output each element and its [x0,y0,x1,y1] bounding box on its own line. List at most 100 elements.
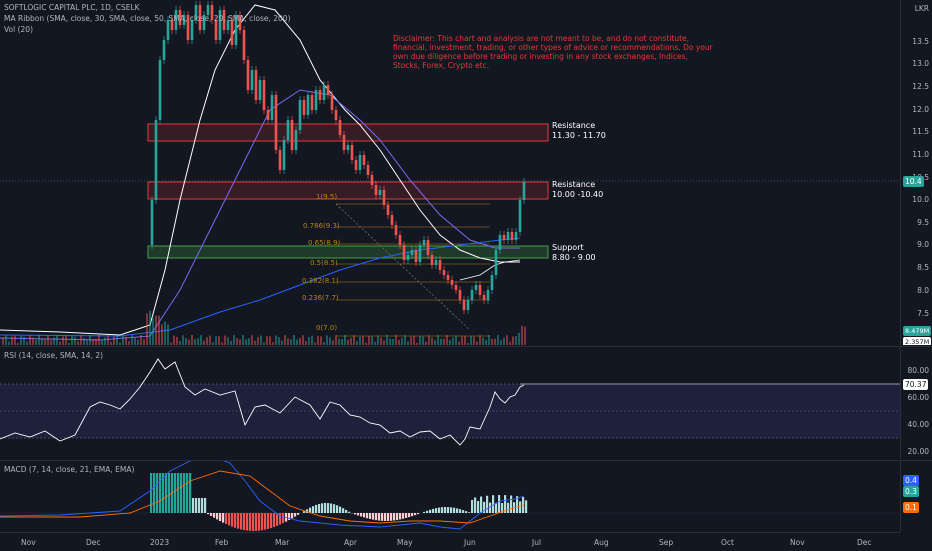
volume-bar [80,335,82,345]
volume-bar [284,335,286,345]
candle-body [311,95,314,110]
volume-bar [185,338,187,345]
volume-bar [17,343,19,345]
volume-bar [323,342,325,345]
support-zone [148,246,548,258]
macd-legend[interactable]: MACD (7, 14, close, 21, EMA, EMA) [4,465,134,474]
macd-bar [519,501,521,513]
volume-bar [158,316,160,345]
volume-bar [497,335,499,345]
candle-body [467,300,470,310]
candle-body [399,235,402,245]
macd-bar [507,503,509,513]
candle-body [287,120,290,140]
volume-bar [374,342,376,345]
macd-bar [201,498,203,513]
candle-body [375,185,378,195]
volume-bar [35,340,37,345]
x-label: Oct [721,538,734,547]
x-label: Feb [215,538,228,547]
rsi-chart[interactable] [0,347,900,459]
volume-bar [368,336,370,345]
macd-bar [465,511,467,513]
volume-bar [50,340,52,345]
volume-bar [254,341,256,345]
volume-bar [182,335,184,345]
fib-label-0: 0(7.0) [316,324,337,332]
macd-bar [342,508,344,513]
price-pane[interactable]: SOFTLOGIC CAPITAL PLC, 1D, CSELK MA Ribb… [0,0,900,345]
time-axis[interactable]: Nov Dec 2023 Feb Mar Apr May Jun Jul Aug… [0,532,900,551]
volume-bar [470,336,472,345]
macd-bar [153,473,155,513]
volume-bar [116,336,118,345]
candle-body [355,160,358,170]
rsi-pane[interactable]: RSI (14, close, SMA, 14, 2) [0,347,900,459]
macd-scale[interactable]: 0.4 0.3 0.1 [900,461,932,532]
volume-bar [311,336,313,345]
rsi-tick: 20.00 [908,447,929,456]
volume-bar [521,326,523,345]
candle-body [363,155,366,165]
price-tick: 13.0 [912,59,929,68]
volume-bar [380,337,382,345]
macd-bar [450,507,452,513]
volume-bar [326,335,328,345]
macd-bar [345,510,347,513]
currency-label: LKR [915,4,929,13]
macd-bar [480,497,482,513]
volume-tag-2: 2.357M [903,337,931,345]
candle-body [283,140,286,170]
macd-bar [333,504,335,513]
volume-bar [119,343,121,345]
macd-bar [213,513,215,518]
histogram-value-tag: 0.3 [903,486,919,497]
macd-chart[interactable] [0,461,900,532]
macd-bar [414,513,416,515]
macd-bar [204,498,206,513]
x-label: Nov [21,538,36,547]
volume-bar [23,337,25,345]
volume-bar [272,342,274,345]
price-scale[interactable]: LKR 13.5 13.0 12.5 12.0 11.5 11.0 10.5 1… [900,0,932,345]
volume-bar [512,337,514,345]
rsi-scale[interactable]: 80.00 60.00 40.00 20.00 70.37 [900,347,932,459]
candle-body [307,95,310,115]
candle-body [515,232,518,240]
volume-bar [26,341,28,345]
candle-body [323,85,326,100]
volume-bar [425,342,427,345]
candle-body [279,150,282,170]
macd-bar [474,498,476,513]
volume-bar [317,336,319,345]
volume-legend[interactable]: Vol (20) [4,25,33,34]
macd-bar [357,513,359,515]
rsi-legend[interactable]: RSI (14, close, SMA, 14, 2) [4,351,103,360]
volume-bar [233,335,235,345]
volume-bar [347,340,349,345]
macd-bar [273,513,275,527]
volume-bar [278,337,280,345]
x-label: Jun [464,538,476,547]
candle-body [431,255,434,265]
candle-body [339,120,342,135]
last-price-tag: 10.4 [903,176,924,187]
volume-bar [134,338,136,345]
volume-bar [440,339,442,345]
candle-body [275,95,278,150]
volume-bar [101,340,103,345]
volume-bar [398,340,400,345]
macd-bar [150,473,152,513]
price-tick: 9.5 [917,218,929,227]
macd-bar [438,508,440,513]
volume-bar [38,335,40,345]
ma-ribbon-legend[interactable]: MA Ribbon (SMA, close, 30, SMA, close, 5… [4,14,291,23]
volume-bar [74,337,76,345]
volume-tag-1: 8.479M [903,326,931,336]
volume-bar [473,337,475,345]
macd-bar [426,511,428,513]
macd-pane[interactable]: MACD (7, 14, close, 21, EMA, EMA) [0,461,900,532]
candle-body [475,285,478,290]
macd-bar [387,513,389,521]
candle-body [439,260,442,270]
